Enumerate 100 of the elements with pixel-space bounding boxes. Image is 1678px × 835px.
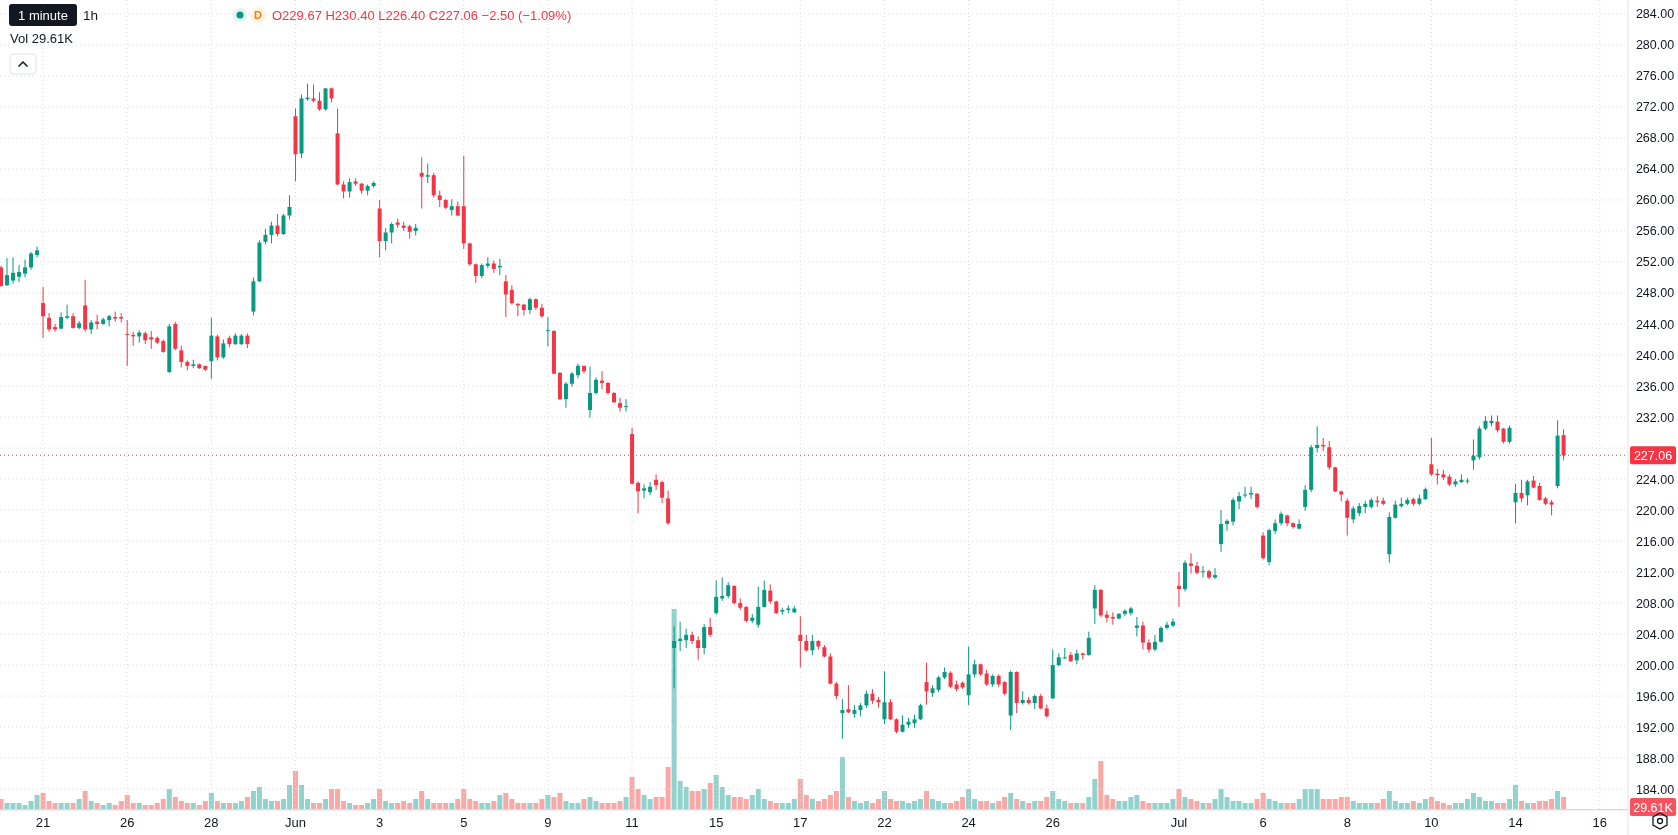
candlestick <box>281 213 286 236</box>
candlestick <box>383 227 388 251</box>
candlestick <box>684 628 689 649</box>
bar <box>244 797 250 809</box>
candlestick <box>1110 611 1115 626</box>
x-tick-label: 24 <box>961 815 976 830</box>
bar <box>76 799 82 809</box>
y-tick-label: 248.00 <box>1635 286 1675 301</box>
candlestick <box>5 257 10 287</box>
bar <box>1014 799 1020 809</box>
x-tick-label: 15 <box>708 815 724 830</box>
bar <box>70 803 76 809</box>
y-tick-label: 272.00 <box>1635 100 1675 115</box>
bar <box>839 757 845 809</box>
bar <box>1032 801 1038 809</box>
bar <box>136 803 142 809</box>
candlestick <box>65 304 70 320</box>
candlestick <box>966 645 971 706</box>
candlestick <box>0 265 4 288</box>
bar <box>1182 797 1188 809</box>
y-tick-label: 224.00 <box>1635 472 1675 487</box>
candlestick <box>521 303 526 316</box>
y-tick-label: 276.00 <box>1635 69 1675 84</box>
candlestick <box>545 316 550 347</box>
bar <box>527 803 533 809</box>
candlestick <box>1146 638 1151 654</box>
x-tick-label: 3 <box>376 815 384 830</box>
candlestick <box>35 245 40 258</box>
y-tick-label: 240.00 <box>1635 348 1675 363</box>
candlestick <box>1315 425 1320 454</box>
y-tick-label: 256.00 <box>1635 224 1675 239</box>
y-tick-label: 264.00 <box>1635 162 1675 177</box>
bar <box>701 789 707 809</box>
x-tick-label: 10 <box>1424 815 1439 830</box>
x-tick-label: 11 <box>625 815 639 830</box>
x-tick-label: 9 <box>544 815 552 830</box>
bar <box>1525 803 1531 809</box>
candlestick <box>924 662 929 706</box>
y-tick-label: 184.00 <box>1635 782 1675 797</box>
candlestick <box>810 634 815 656</box>
candlestick <box>1231 497 1236 527</box>
x-tick-label: 5 <box>460 815 468 830</box>
bar <box>413 799 419 809</box>
candlestick <box>882 670 887 725</box>
candlestick <box>125 319 130 367</box>
candlestick <box>1243 486 1248 499</box>
bar <box>94 803 100 809</box>
x-tick-label: 28 <box>204 815 219 830</box>
y-tick-label: 268.00 <box>1635 131 1675 146</box>
candlestick <box>1525 479 1530 506</box>
annotation: O229.67 H230.40 L226.40 C227.06 −2.50 (−1.09%) <box>272 8 572 23</box>
candlestick <box>47 312 52 333</box>
candlestick <box>654 473 659 491</box>
y-tick-label: 204.00 <box>1635 627 1675 642</box>
candlestick <box>1152 634 1157 652</box>
bar <box>809 799 815 809</box>
candlestick <box>1513 483 1518 524</box>
candlestick <box>1092 584 1097 625</box>
candlestick <box>431 172 436 199</box>
bar <box>497 795 503 809</box>
annotation: Vol 29.61K <box>10 31 74 46</box>
y-tick-label: 188.00 <box>1635 751 1675 766</box>
bar <box>1561 797 1567 809</box>
candlestick <box>672 625 677 689</box>
candlestick <box>1303 484 1308 512</box>
candlestick <box>888 698 893 721</box>
candlestick <box>840 698 845 740</box>
candlestick <box>1140 621 1145 651</box>
bar <box>419 791 425 809</box>
candlestick <box>269 221 274 244</box>
candlestick <box>1225 518 1230 532</box>
candlestick <box>696 635 701 661</box>
annotation: D <box>254 9 263 21</box>
bar <box>707 783 713 809</box>
candlestick <box>425 163 430 184</box>
candlestick <box>762 580 767 609</box>
x-tick-label: 16 <box>1592 815 1607 830</box>
candlestick <box>732 584 737 606</box>
candlestick <box>1249 486 1254 500</box>
y-tick-label: 220.00 <box>1635 503 1675 518</box>
candlestick <box>1465 477 1470 485</box>
bar <box>1080 803 1086 809</box>
x-tick-label: 26 <box>1045 815 1060 830</box>
annotation: 1 minute <box>18 7 68 23</box>
bar <box>1555 791 1561 809</box>
y-tick-label: 200.00 <box>1635 658 1675 673</box>
candlestick <box>509 284 514 306</box>
candlestick <box>1086 631 1091 657</box>
bar <box>323 799 329 809</box>
bar <box>623 797 629 809</box>
text: 1h <box>83 8 99 23</box>
candlestick <box>1176 571 1181 608</box>
candlestick <box>702 623 707 655</box>
bar <box>425 799 431 809</box>
candlestick <box>11 256 16 285</box>
y-tick-label: 232.00 <box>1635 410 1675 425</box>
candlestick <box>179 345 184 368</box>
text: 29.61K <box>1633 800 1674 815</box>
candlestick <box>1201 565 1206 578</box>
bar <box>82 791 88 809</box>
